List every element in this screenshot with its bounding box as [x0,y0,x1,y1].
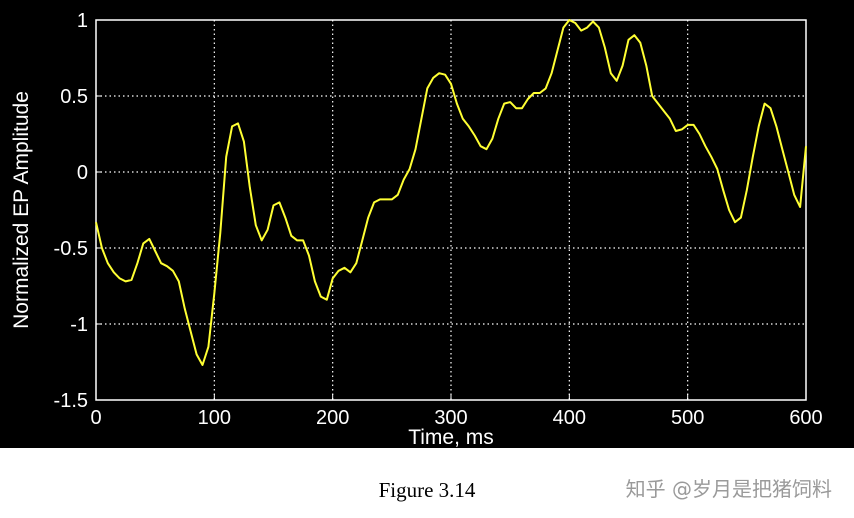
y-tick-label: 0.5 [60,86,88,108]
y-tick-label: -1 [70,314,88,336]
x-tick-label: 200 [316,407,349,429]
y-tick-label: 1 [77,10,88,32]
grid-layer [96,20,806,400]
x-tick-label: 100 [198,407,231,429]
y-tick-label: 0 [77,162,88,184]
x-tick-layer: 0 100 200 300 400 500 600 [90,394,823,429]
x-tick-label: 300 [434,407,467,429]
y-axis-label: Normalized EP Amplitude [10,91,33,329]
ep-amplitude-line [95,19,807,366]
watermark-text: 知乎 @岁月是把猪饲料 [625,477,832,501]
x-tick-label: 500 [671,407,704,429]
y-tick-label: -0.5 [54,238,88,260]
ep-amplitude-chart: 0 100 200 300 400 500 600 -1.5 -1 -0.5 0 0.5 1 Time… [10,10,823,448]
x-tick-label: 600 [789,407,822,429]
figure-caption: Figure 3.14 [378,478,476,502]
y-tick-label: -1.5 [54,390,88,412]
y-tick-layer: -1.5 -1 -0.5 0 0.5 1 [54,10,102,412]
x-tick-label: 0 [90,407,101,429]
x-tick-label: 400 [553,407,586,429]
figure-panel: 0 100 200 300 400 500 600 -1.5 -1 -0.5 0 0.5 1 Time… [0,0,854,448]
x-axis-label: Time, ms [408,426,494,448]
